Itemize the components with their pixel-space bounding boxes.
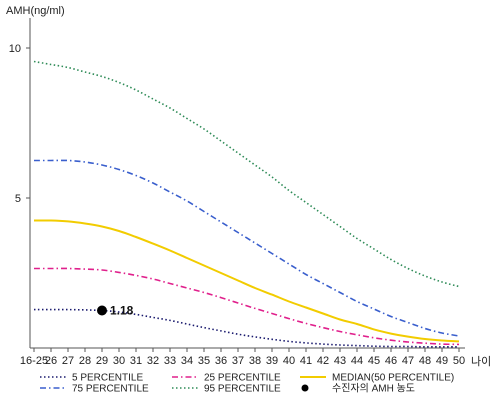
legend-entry: 75 PERCENTILE bbox=[40, 384, 149, 395]
legend-label: MEDIAN(50 PERCENTILE) bbox=[332, 373, 454, 384]
patient-amh-point bbox=[97, 305, 107, 316]
series-line-median-50-percentile bbox=[33, 219, 460, 343]
legend-label: 5 PERCENTILE bbox=[72, 373, 143, 384]
x-tick-label: 32 bbox=[147, 355, 159, 367]
legend-label: 95 PERCENTILE bbox=[204, 384, 281, 395]
x-tick-label: 30 bbox=[113, 355, 125, 367]
legend-entry: 95 PERCENTILE bbox=[172, 384, 281, 395]
y-tick-label: 5 bbox=[15, 193, 21, 205]
legend-entry: 5 PERCENTILE bbox=[40, 373, 143, 384]
legend-entry: 25 PERCENTILE bbox=[172, 373, 281, 384]
x-tick-label: 26 bbox=[45, 355, 57, 367]
x-tick-label: 42 bbox=[317, 355, 329, 367]
x-tick-label: 34 bbox=[181, 355, 193, 367]
x-tick-label: 44 bbox=[351, 355, 363, 367]
x-tick-label: 16-25 bbox=[20, 355, 48, 367]
x-tick-label: 49 bbox=[436, 355, 448, 367]
series-layer bbox=[33, 60, 460, 348]
x-tick-label: 48 bbox=[419, 355, 431, 367]
legend-label: 수진자의 AMH 농도 bbox=[332, 383, 415, 395]
x-tick-label: 46 bbox=[385, 355, 397, 367]
y-tick-label: 10 bbox=[9, 43, 21, 55]
x-tick-label: 40 bbox=[283, 355, 295, 367]
legend: 5 PERCENTILE 25 PERCENTILE MEDIAN(50 PERCE… bbox=[40, 373, 454, 395]
x-tick-label: 45 bbox=[368, 355, 380, 367]
x-tick-label: 39 bbox=[266, 355, 278, 367]
legend-entry: 수진자의 AMH 농도 bbox=[301, 383, 415, 395]
x-tick-label: 28 bbox=[79, 355, 91, 367]
patient-amh-value-label: 1.18 bbox=[110, 304, 134, 318]
x-tick-label: 43 bbox=[334, 355, 346, 367]
series-line-75-percentile bbox=[34, 159, 460, 337]
series-line-25-percentile bbox=[34, 267, 460, 346]
x-tick-label: 27 bbox=[62, 355, 74, 367]
x-tick-label: 33 bbox=[164, 355, 176, 367]
x-tick-label: 36 bbox=[215, 355, 227, 367]
legend-marker bbox=[301, 384, 309, 392]
x-tick-label: 35 bbox=[198, 355, 210, 367]
x-tick-label: 50 bbox=[453, 355, 465, 367]
legend-label: 25 PERCENTILE bbox=[204, 373, 281, 384]
series-line-95-percentile bbox=[33, 60, 460, 288]
legend-label: 75 PERCENTILE bbox=[72, 384, 149, 395]
x-tick-label: 38 bbox=[249, 355, 261, 367]
x-tick-label: 41 bbox=[300, 355, 312, 367]
marker-layer: 1.18 bbox=[97, 304, 134, 318]
x-tick-label: 37 bbox=[232, 355, 244, 367]
legend-entry: MEDIAN(50 PERCENTILE) bbox=[300, 373, 454, 384]
x-axis-label: 나이 bbox=[471, 355, 491, 368]
x-tick-label: 29 bbox=[96, 355, 108, 367]
x-tick-label: 31 bbox=[130, 355, 142, 367]
y-axis-label: AMH(ng/ml) bbox=[6, 5, 65, 17]
x-tick-label: 47 bbox=[402, 355, 414, 367]
